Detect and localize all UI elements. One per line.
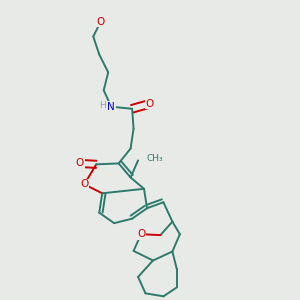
Text: O: O — [137, 229, 145, 239]
Text: H: H — [99, 101, 106, 110]
Text: O: O — [76, 158, 84, 168]
Text: O: O — [146, 99, 154, 109]
Text: O: O — [97, 16, 105, 27]
Text: O: O — [80, 179, 88, 189]
Text: N: N — [107, 102, 115, 112]
Text: CH₃: CH₃ — [146, 154, 163, 164]
